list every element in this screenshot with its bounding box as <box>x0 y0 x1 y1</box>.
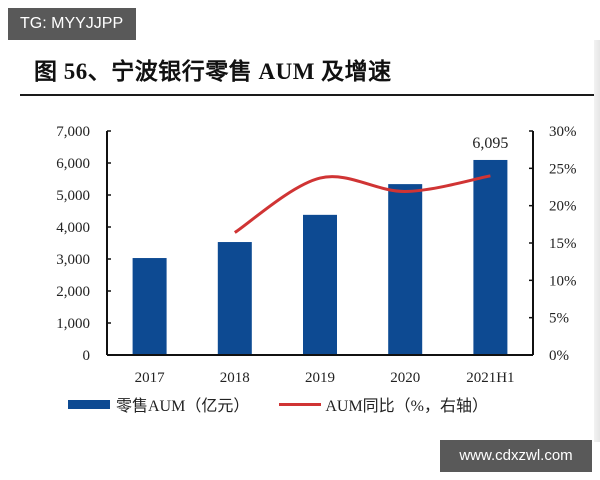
svg-text:2017: 2017 <box>135 370 166 386</box>
svg-text:25%: 25% <box>549 161 577 177</box>
svg-text:6,000: 6,000 <box>56 156 90 172</box>
svg-text:1,000: 1,000 <box>56 316 90 332</box>
svg-text:20%: 20% <box>549 199 577 215</box>
legend: 零售AUM（亿元） AUM同比（%，右轴） <box>68 392 488 416</box>
title-divider <box>20 94 594 96</box>
svg-text:2,000: 2,000 <box>56 284 90 300</box>
svg-text:10%: 10% <box>549 273 577 289</box>
bar-2021H1 <box>473 159 508 355</box>
left-axis-ticks: 0 1,000 2,000 3,000 4,000 5,000 6,000 7,000 <box>56 124 90 364</box>
svg-text:2018: 2018 <box>220 370 250 386</box>
svg-text:4,000: 4,000 <box>56 220 90 236</box>
svg-text:2020: 2020 <box>390 370 420 386</box>
right-axis-ticks: 0% 5% 10% 15% 20% 25% 30% <box>549 124 577 364</box>
data-labels: 6,095 <box>472 135 508 152</box>
svg-text:7,000: 7,000 <box>56 124 90 140</box>
svg-text:15%: 15% <box>549 236 577 252</box>
page-edge-shadow <box>594 40 600 442</box>
watermark-top-left: TG: MYYJJPP <box>8 8 136 40</box>
legend-line-label: AUM同比（%，右轴） <box>325 398 489 415</box>
legend-line-swatch <box>279 402 322 406</box>
svg-text:2019: 2019 <box>305 370 335 386</box>
svg-text:0: 0 <box>83 348 91 364</box>
axes <box>106 130 534 356</box>
yoy-line-series <box>233 174 491 234</box>
legend-bar-label: 零售AUM（亿元） <box>116 398 250 415</box>
bar-2019 <box>303 214 337 355</box>
figure-title: 图 56、宁波银行零售 AUM 及增速 <box>34 59 392 84</box>
svg-text:2021H1: 2021H1 <box>466 370 514 386</box>
svg-text:6,095: 6,095 <box>472 135 508 152</box>
bar-2020 <box>388 184 423 355</box>
bar-2018 <box>217 242 252 355</box>
svg-text:5%: 5% <box>549 311 569 327</box>
svg-text:30%: 30% <box>549 124 577 140</box>
svg-text:5,000: 5,000 <box>56 188 90 204</box>
watermark-bottom-right: www.cdxzwl.com <box>440 440 592 472</box>
svg-text:0%: 0% <box>549 348 569 364</box>
bar-series <box>132 159 508 355</box>
bar-2017 <box>132 258 167 355</box>
x-axis-labels: 2017 2018 2019 2020 2021H1 <box>135 370 515 386</box>
svg-text:3,000: 3,000 <box>56 252 90 268</box>
legend-bar-swatch <box>68 399 110 409</box>
